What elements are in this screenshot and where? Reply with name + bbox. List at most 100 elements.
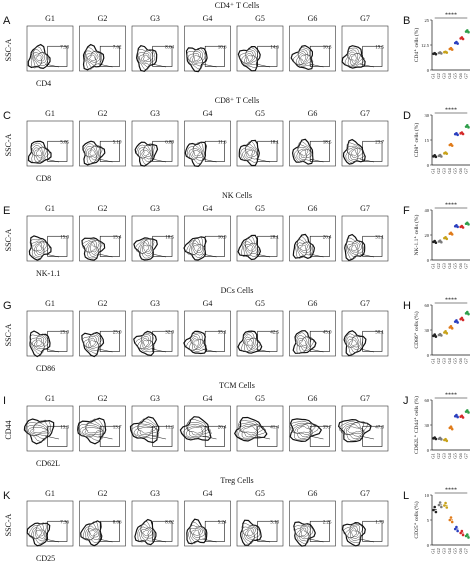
gate-percentage: 5.24 bbox=[218, 520, 227, 525]
panel-letter: F bbox=[403, 205, 410, 217]
flow-plot-frame bbox=[341, 215, 389, 262]
chart-x-tick-label: G2 bbox=[436, 548, 441, 554]
group-label: G4 bbox=[203, 109, 213, 118]
gate-box bbox=[152, 235, 173, 257]
gate-percentage: 35.1 bbox=[218, 330, 227, 335]
contour-line bbox=[300, 244, 307, 251]
contour-line bbox=[136, 425, 157, 435]
contour-line bbox=[245, 53, 256, 63]
contour-line bbox=[238, 139, 260, 167]
contour-line bbox=[81, 332, 102, 354]
contour-line bbox=[242, 526, 256, 540]
contour-line bbox=[183, 236, 207, 261]
contour-line bbox=[34, 147, 43, 159]
group-label: G1 bbox=[45, 394, 55, 403]
dot-chart-l: CD25⁺ cells (%) 0 5 10 G1 G2 G3 G4 G5 G6 G7 **** bbox=[413, 488, 470, 554]
flow-plot-frame bbox=[79, 310, 126, 357]
gate-percentage: 8.64 bbox=[165, 45, 174, 50]
flow-plot-frame bbox=[289, 120, 336, 167]
group-label: G1 bbox=[45, 109, 55, 118]
contour-line bbox=[30, 334, 47, 352]
group-label: G6 bbox=[308, 204, 318, 213]
gate-box bbox=[152, 425, 173, 447]
contour-line bbox=[32, 146, 45, 161]
group-label: G7 bbox=[360, 204, 370, 213]
chart-tick-label: 15 bbox=[425, 138, 430, 143]
flow-y-axis-label: SSC-A bbox=[4, 133, 13, 156]
chart-x-tick-label: G1 bbox=[431, 263, 436, 269]
chart-x-tick-label: G7 bbox=[463, 453, 468, 459]
contour-line bbox=[79, 420, 105, 438]
contour-line bbox=[30, 142, 50, 164]
contour-line bbox=[243, 336, 257, 351]
group-label: G1 bbox=[45, 489, 55, 498]
data-point bbox=[461, 132, 465, 136]
gate-box bbox=[152, 520, 173, 542]
gate-percentage: 50.1 bbox=[375, 330, 384, 335]
gate-percentage: 10.6 bbox=[218, 45, 227, 50]
contour-line bbox=[35, 54, 42, 62]
data-point bbox=[467, 536, 470, 539]
gate-percentage: 15.4 bbox=[113, 235, 122, 240]
contour-line bbox=[142, 242, 151, 254]
contour-line bbox=[137, 238, 154, 257]
flow-plot-frame bbox=[131, 215, 179, 262]
data-point bbox=[434, 335, 438, 338]
section-title: TCM Cells bbox=[219, 381, 255, 390]
contour-line bbox=[349, 337, 359, 348]
gate-percentage: 2.25 bbox=[323, 520, 332, 525]
flow-plot-frame bbox=[341, 25, 389, 72]
gate-percentage: 26.4 bbox=[323, 235, 332, 240]
gate-percentage: 7.58 bbox=[60, 45, 69, 50]
data-point bbox=[450, 427, 454, 431]
group-label: G3 bbox=[150, 489, 160, 498]
gate-percentage: 19.5 bbox=[375, 45, 384, 50]
gate-box bbox=[257, 45, 278, 67]
contour-line bbox=[193, 150, 200, 157]
chart-x-tick-label: G1 bbox=[431, 73, 436, 79]
data-point bbox=[444, 329, 447, 333]
contour-line bbox=[298, 148, 309, 159]
contour-line bbox=[81, 237, 106, 261]
contour-line bbox=[36, 529, 43, 537]
flow-y-axis-label: SSC-A bbox=[4, 38, 13, 61]
group-label: G2 bbox=[98, 394, 108, 403]
contour-line bbox=[240, 424, 258, 436]
flow-plot-frame bbox=[236, 500, 284, 547]
contour-line bbox=[191, 528, 201, 538]
data-point bbox=[440, 240, 443, 244]
contour-line bbox=[179, 416, 212, 441]
data-point bbox=[440, 438, 443, 441]
flow-plot-frame bbox=[184, 215, 231, 262]
contour-line bbox=[138, 427, 154, 434]
contour-line bbox=[188, 143, 204, 162]
chart-x-tick-label: G7 bbox=[463, 263, 468, 269]
data-point bbox=[440, 334, 443, 337]
data-point bbox=[465, 310, 469, 314]
gate-box bbox=[47, 425, 68, 447]
group-label: G7 bbox=[360, 394, 370, 403]
contour-line bbox=[193, 54, 200, 62]
chart-x-tick-label: G7 bbox=[463, 168, 468, 174]
chart-x-tick-label: G7 bbox=[463, 358, 468, 364]
flow-x-axis-label: CD8 bbox=[36, 174, 51, 183]
contour-line bbox=[89, 530, 96, 537]
contour-line bbox=[36, 149, 42, 157]
contour-line bbox=[32, 426, 48, 434]
flow-plot-frame bbox=[26, 500, 74, 547]
contour-line bbox=[31, 241, 45, 255]
contour-line bbox=[300, 55, 307, 62]
data-point bbox=[465, 533, 469, 536]
contour-line bbox=[77, 417, 107, 445]
flow-y-axis-label: CD44 bbox=[4, 420, 13, 439]
contour-line bbox=[193, 339, 200, 347]
contour-tail bbox=[359, 435, 375, 440]
contour-line bbox=[192, 147, 202, 159]
significance-stars: **** bbox=[445, 298, 457, 304]
data-point bbox=[450, 233, 454, 236]
contour-line bbox=[81, 422, 105, 437]
group-label: G4 bbox=[203, 204, 213, 213]
chart-tick-label: 30 bbox=[425, 328, 430, 333]
flow-plot-frame bbox=[79, 215, 126, 262]
flow-plot-frame bbox=[236, 120, 284, 167]
